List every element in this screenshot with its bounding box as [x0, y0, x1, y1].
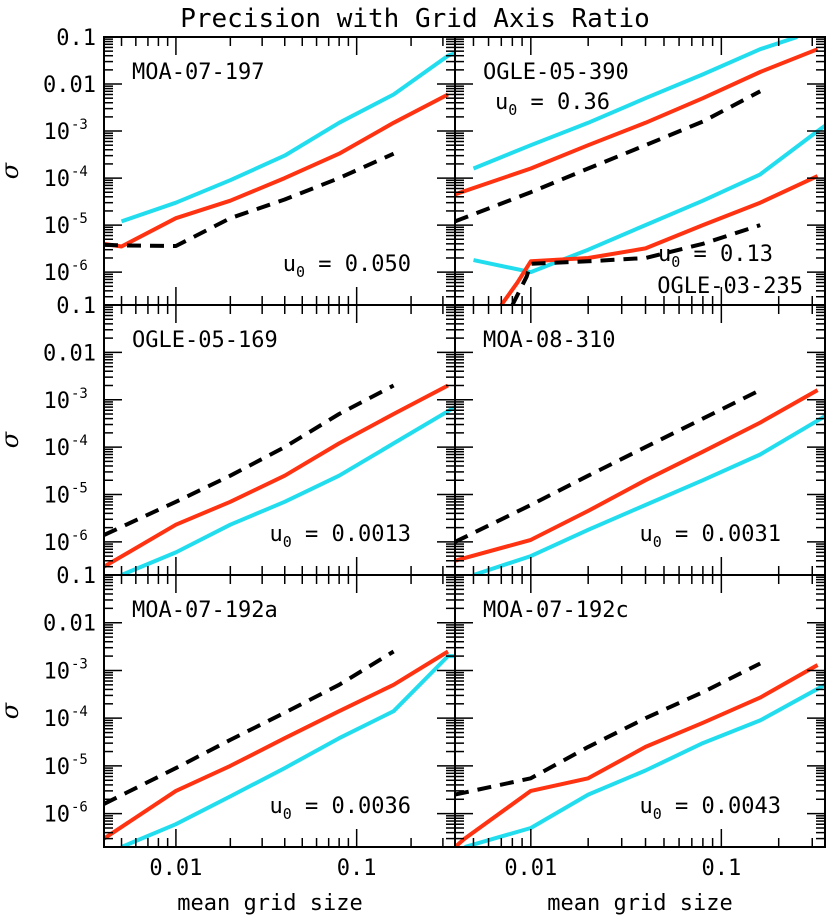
series-line-red	[104, 649, 450, 841]
y-axis-label: σ	[0, 162, 24, 179]
y-tick-label: 10	[44, 120, 71, 145]
y-tick-label: 10	[44, 436, 71, 461]
y-tick-label: 0.1	[56, 564, 96, 589]
series-line-black	[104, 649, 395, 806]
y-axis-label: σ	[0, 702, 24, 719]
y-tick-label: 10	[44, 214, 71, 239]
y-tick-exponent: -4	[71, 704, 88, 720]
x-axis-label-right: mean grid size	[547, 891, 732, 916]
y-tick-label: 0.01	[43, 73, 96, 98]
y-tick-label: 0.1	[56, 26, 96, 51]
y-tick-label: 10	[44, 261, 71, 286]
event-label: OGLE-03-235	[657, 274, 803, 299]
figure-title: Precision with Grid Axis Ratio	[180, 4, 650, 34]
y-tick-exponent: -5	[71, 481, 88, 497]
series-line-cyan	[473, 124, 825, 275]
u0-annotation: u0 = 0.0013	[270, 522, 412, 551]
series-line-red	[455, 663, 819, 847]
y-tick-label: 0.01	[43, 612, 96, 637]
y-tick-label: 0.01	[43, 341, 96, 366]
y-tick-exponent: -3	[71, 386, 88, 402]
y-tick-exponent: -3	[71, 656, 88, 672]
y-tick-label: 0.1	[56, 294, 96, 319]
panel: OGLE-05-390 OGLE-03-235 u0 = 0.36 u0 = 0.13	[454, 36, 826, 306]
u0-annotation: u0 = 0.0036	[270, 794, 412, 823]
y-tick-exponent: -5	[71, 752, 88, 768]
series-line-cyan	[472, 37, 798, 171]
series-line-black	[455, 661, 762, 797]
event-label: MOA-07-192a	[132, 598, 278, 623]
series-line-red	[104, 92, 449, 249]
y-tick-label: 10	[44, 803, 71, 828]
y-tick-exponent: -5	[71, 211, 88, 227]
u0-annotation: u0 = 0.13	[658, 242, 773, 271]
series-line-red	[455, 388, 819, 563]
x-axis-label-left: mean grid size	[177, 891, 362, 916]
x-tick-label: 0.01	[149, 856, 202, 881]
y-tick-exponent: -3	[71, 117, 88, 133]
x-tick-label: 0.1	[337, 856, 377, 881]
series-line-red	[104, 383, 449, 569]
panel: 0.01 0.1 MOA-07-192c u0 = 0.0043	[454, 574, 826, 881]
y-tick-label: 10	[44, 484, 71, 509]
y-tick-label: 10	[44, 167, 71, 192]
series-line-black	[104, 383, 395, 537]
series-line-cyan	[120, 51, 455, 224]
series-line-red	[455, 47, 819, 197]
y-tick-exponent: -4	[71, 433, 88, 449]
series-line-red	[499, 174, 819, 305]
y-tick-label: 10	[44, 531, 71, 556]
event-label: OGLE-05-390	[483, 60, 629, 85]
series-line-black	[455, 89, 762, 224]
series-line-cyan	[464, 683, 825, 847]
event-label: OGLE-05-169	[132, 328, 278, 353]
x-tick-label: 0.01	[504, 856, 557, 881]
u0-annotation: u0 = 0.0043	[640, 794, 782, 823]
y-tick-label: 10	[44, 707, 71, 732]
event-label: MOA-08-310	[483, 328, 615, 353]
y-tick-label: 10	[44, 389, 71, 414]
event-label: MOA-07-197	[132, 60, 264, 85]
series-line-cyan	[120, 405, 455, 575]
x-tick-label: 0.1	[701, 856, 741, 881]
y-tick-exponent: -6	[71, 258, 88, 274]
y-tick-exponent: -6	[71, 528, 88, 544]
series-line-black	[510, 223, 761, 305]
panel-frame	[454, 574, 826, 848]
y-tick-label: 10	[44, 659, 71, 684]
event-label: MOA-07-192c	[483, 598, 629, 623]
y-tick-exponent: -4	[71, 164, 88, 180]
u0-annotation: u0 = 0.36	[495, 90, 610, 119]
series-line-cyan	[120, 654, 455, 847]
y-axis-label: σ	[0, 431, 24, 448]
series-line-black	[455, 388, 762, 544]
u0-annotation: u0 = 0.0031	[640, 522, 782, 551]
y-tick-exponent: -6	[71, 800, 88, 816]
series-line-cyan	[472, 414, 825, 575]
panel: MOA-08-310 u0 = 0.0031	[454, 304, 826, 576]
u0-annotation: u0 = 0.050	[283, 252, 411, 281]
y-tick-label: 10	[44, 755, 71, 780]
